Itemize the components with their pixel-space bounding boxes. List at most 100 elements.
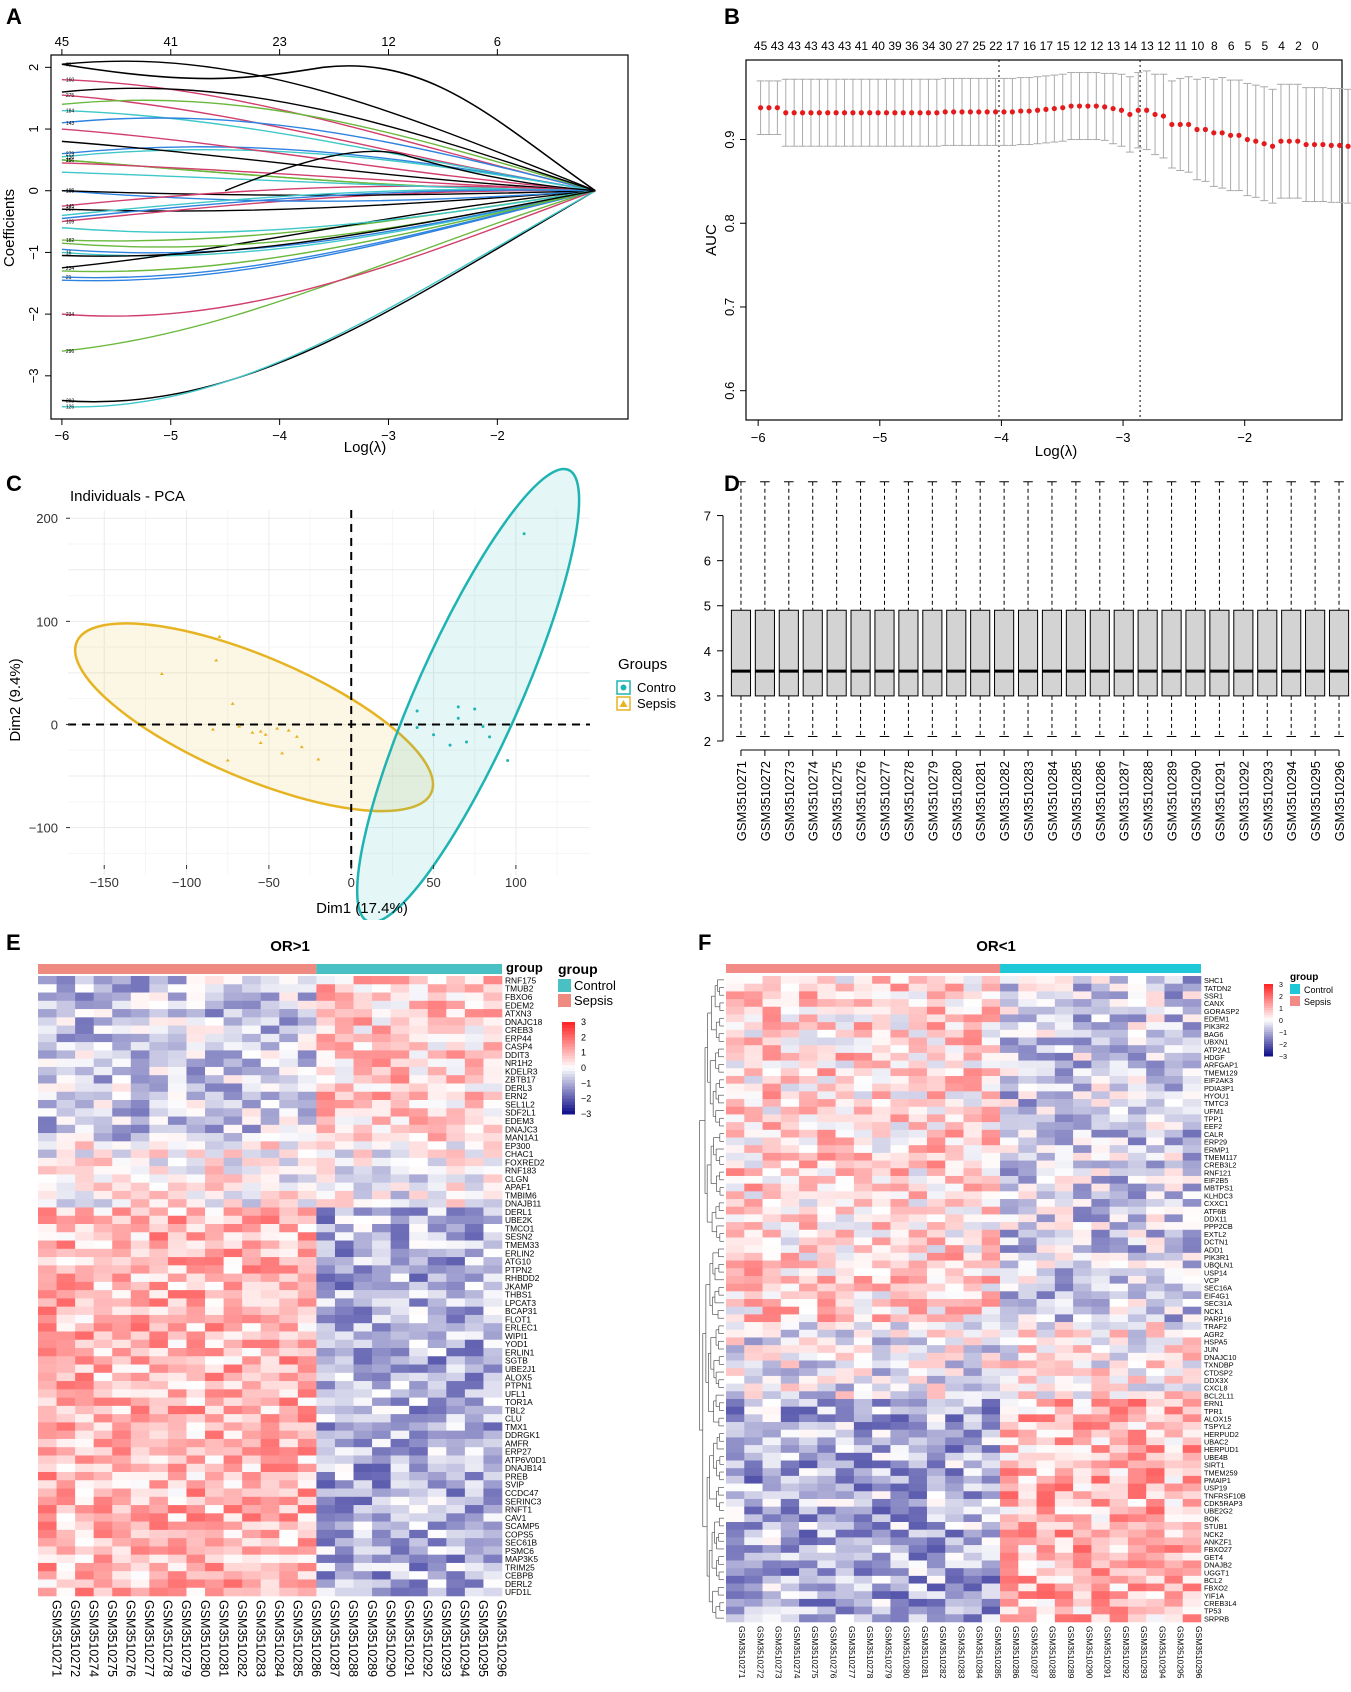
path-index-label: 182 — [66, 238, 75, 244]
heat-cell — [945, 1006, 964, 1015]
heat-cell — [93, 1182, 113, 1192]
heatmap-title: OR<1 — [976, 938, 1016, 955]
heat-cell — [93, 1265, 113, 1274]
heat-cell — [744, 1068, 763, 1077]
scale-tick-label: 0 — [581, 1063, 586, 1073]
heat-cell — [186, 1323, 206, 1332]
heat-cell — [908, 1475, 928, 1484]
heat-cell — [260, 1133, 280, 1142]
heat-cell — [483, 1364, 503, 1374]
heat-cell — [726, 1037, 745, 1046]
heat-cell — [780, 1083, 800, 1092]
heat-cell — [762, 1083, 782, 1092]
heat-cell — [427, 1356, 447, 1365]
heat-cell — [427, 1149, 447, 1159]
heat-cell — [464, 1339, 484, 1349]
heat-cell — [390, 1455, 410, 1465]
heat-cell — [780, 1245, 800, 1254]
heat-cell — [1073, 1275, 1092, 1284]
box — [1089, 609, 1110, 697]
heat-cell — [1127, 1468, 1147, 1477]
heat-cell — [1018, 1029, 1037, 1038]
heat-cell — [1073, 1060, 1092, 1069]
heat-cell — [167, 1348, 187, 1357]
heat-cell — [427, 1455, 447, 1465]
heat-cell — [726, 1498, 745, 1507]
heat-cell — [38, 1182, 57, 1192]
heat-cell — [372, 1017, 391, 1026]
heat-cell — [205, 1224, 224, 1233]
heat-cell — [1127, 1075, 1147, 1084]
heat-cell — [872, 1214, 891, 1223]
heat-cell — [75, 1290, 94, 1299]
heat-cell — [167, 1050, 187, 1059]
heat-cell — [372, 1157, 391, 1167]
heat-cell — [56, 1480, 76, 1489]
heat-cell — [1000, 1275, 1019, 1284]
heat-cell — [75, 1438, 94, 1448]
heat-cell — [297, 1215, 317, 1225]
heat-cell — [908, 1160, 928, 1169]
heat-cell — [1109, 1383, 1129, 1392]
heat-cell — [167, 1314, 187, 1324]
heat-cell — [242, 1042, 262, 1051]
heat-cell — [427, 1480, 447, 1489]
heat-cell — [260, 1116, 280, 1126]
heat-cell — [353, 1116, 373, 1126]
heat-cell — [1036, 1283, 1056, 1292]
heat-cell — [205, 1199, 224, 1208]
heat-cell — [464, 1000, 484, 1010]
heat-cell — [1091, 1137, 1110, 1146]
sample-label: GSM3510296 — [1332, 761, 1347, 841]
y-axis-ticks: 0.60.70.80.9 — [722, 130, 746, 400]
heat-cell — [167, 1298, 187, 1307]
heat-cell — [353, 1050, 373, 1059]
heat-cell — [38, 1042, 57, 1051]
heat-cell — [744, 1191, 763, 1200]
heat-cell — [1182, 1114, 1202, 1123]
heat-cell — [56, 1133, 76, 1142]
grid — [68, 510, 590, 875]
heat-cell — [890, 1445, 909, 1454]
heat-cell — [427, 1058, 447, 1068]
sample-label: GSM3510284 — [1045, 761, 1060, 841]
heat-cell — [1018, 1122, 1037, 1131]
heat-cell — [93, 1579, 113, 1589]
heat-cell — [242, 1091, 262, 1101]
heat-cell — [205, 1306, 224, 1316]
heat-cell — [1109, 1491, 1129, 1500]
box — [802, 609, 823, 697]
heat-cell — [260, 1496, 280, 1506]
heat-cell — [780, 1322, 800, 1331]
heat-cell — [464, 1430, 484, 1440]
control-point — [522, 532, 526, 536]
heat-cell — [780, 1199, 800, 1208]
auc-point — [1328, 142, 1334, 148]
heat-cell — [167, 1488, 187, 1498]
heat-cell — [1000, 1498, 1019, 1507]
gene-label: TMX1 — [505, 1422, 528, 1432]
heat-cell — [93, 1025, 113, 1035]
sample-label: GSM3510278 — [901, 761, 916, 841]
heat-cell — [223, 1438, 243, 1448]
heat-cell — [890, 1145, 909, 1154]
heat-cell — [963, 1199, 983, 1208]
heat-cell — [835, 1145, 855, 1154]
annotation-control — [1000, 964, 1201, 973]
heat-cell — [167, 1199, 187, 1208]
heat-cell — [149, 976, 169, 985]
heat-cell — [780, 983, 800, 992]
heat-cell — [297, 1505, 317, 1514]
heat-cell — [112, 1488, 132, 1498]
box — [1328, 609, 1350, 697]
heat-cell — [130, 1447, 150, 1456]
heat-cell — [167, 1538, 187, 1547]
legend-dot-control — [620, 684, 627, 691]
coefficient-path — [61, 99, 596, 192]
heat-cell — [316, 1042, 336, 1051]
heat-cell — [75, 1463, 94, 1473]
heat-cell — [353, 1017, 373, 1026]
heat-cell — [205, 1075, 224, 1084]
heat-cell — [1036, 1329, 1056, 1338]
